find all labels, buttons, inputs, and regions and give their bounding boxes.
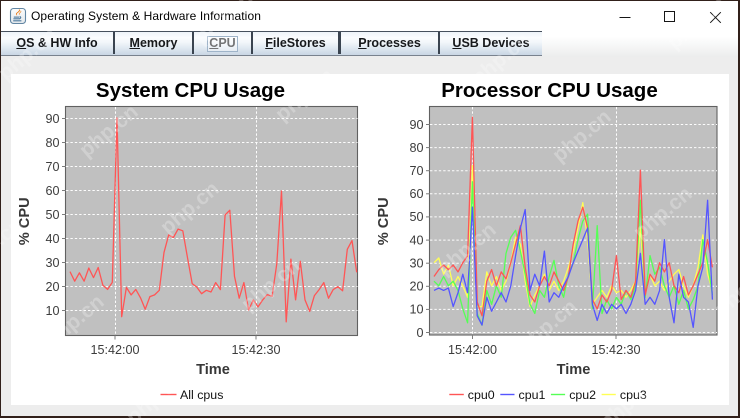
svg-text:10: 10	[409, 303, 423, 317]
svg-text:70: 70	[409, 164, 423, 178]
svg-text:40: 40	[45, 232, 59, 246]
svg-text:Time: Time	[196, 362, 230, 378]
svg-text:15:42:30: 15:42:30	[231, 343, 280, 357]
svg-text:15:42:00: 15:42:00	[90, 343, 139, 357]
svg-text:0: 0	[416, 326, 423, 340]
svg-text:50: 50	[45, 208, 59, 222]
svg-text:70: 70	[45, 160, 59, 174]
svg-text:cpu1: cpu1	[519, 388, 546, 402]
svg-text:60: 60	[45, 184, 59, 198]
svg-text:% CPU: % CPU	[17, 197, 33, 245]
svg-text:20: 20	[45, 280, 59, 294]
svg-text:All cpus: All cpus	[180, 388, 223, 402]
svg-text:Processor CPU Usage: Processor CPU Usage	[441, 79, 657, 102]
svg-text:20: 20	[409, 280, 423, 294]
svg-text:80: 80	[409, 141, 423, 155]
svg-text:cpu2: cpu2	[569, 388, 596, 402]
svg-text:cpu3: cpu3	[620, 388, 647, 402]
svg-text:90: 90	[409, 118, 423, 132]
svg-text:60: 60	[409, 187, 423, 201]
svg-text:cpu0: cpu0	[468, 388, 495, 402]
svg-text:80: 80	[45, 136, 59, 150]
svg-text:40: 40	[409, 233, 423, 247]
svg-text:10: 10	[45, 304, 59, 318]
svg-text:% CPU: % CPU	[376, 197, 392, 245]
svg-text:30: 30	[409, 257, 423, 271]
svg-text:Time: Time	[557, 362, 591, 378]
svg-text:50: 50	[409, 210, 423, 224]
svg-text:30: 30	[45, 256, 59, 270]
svg-text:15:42:00: 15:42:00	[448, 343, 497, 357]
svg-text:System CPU Usage: System CPU Usage	[96, 79, 285, 102]
svg-text:90: 90	[45, 112, 59, 126]
svg-text:15:42:30: 15:42:30	[591, 343, 640, 357]
